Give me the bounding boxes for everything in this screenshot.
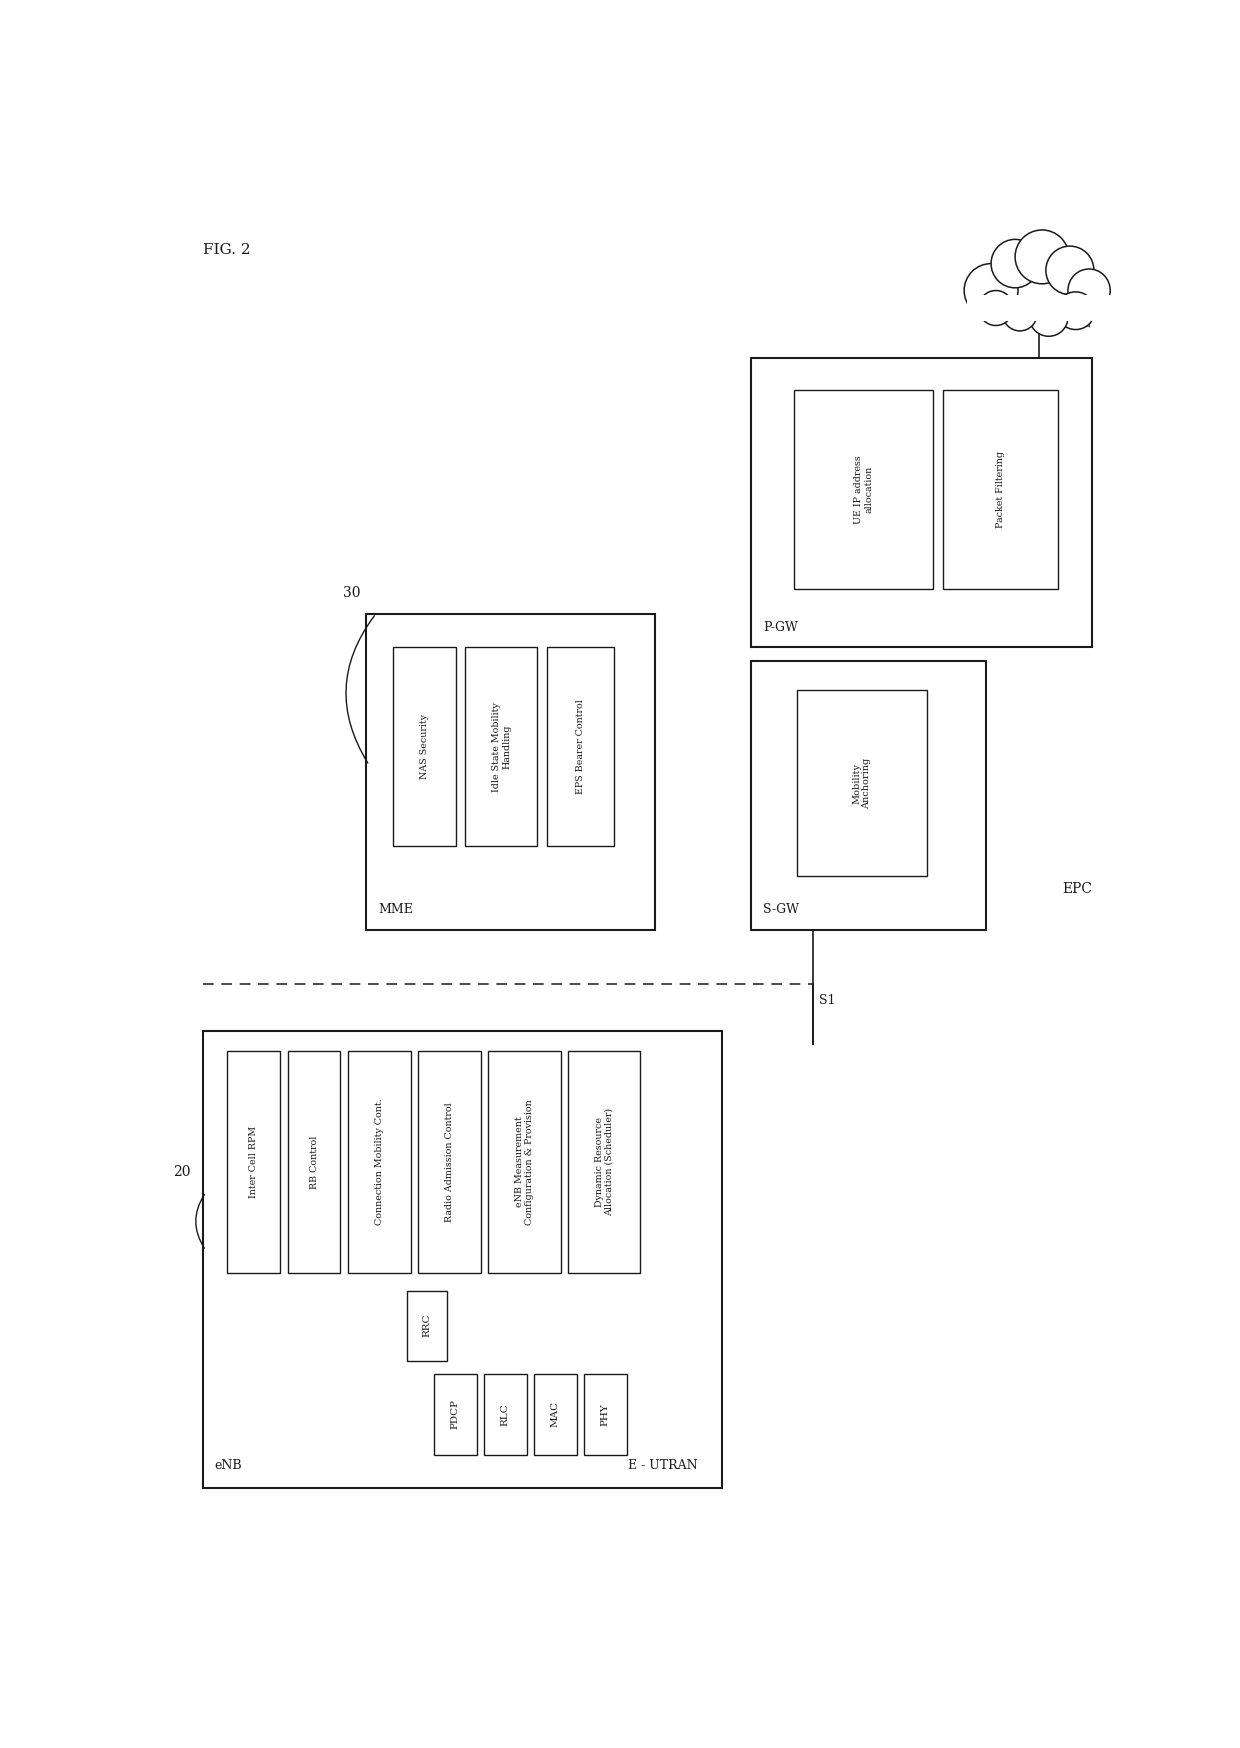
Text: RB Control: RB Control [310, 1136, 319, 1189]
Bar [751, 661, 986, 930]
Text: UE IP address
allocation: UE IP address allocation [854, 454, 873, 524]
Bar [751, 358, 1092, 647]
Text: EPC: EPC [1061, 883, 1092, 897]
Bar [797, 690, 926, 876]
Text: FIG. 2: FIG. 2 [203, 243, 250, 257]
Text: Idle State Mobility
Handling: Idle State Mobility Handling [492, 703, 511, 792]
Bar [393, 647, 456, 846]
Bar [967, 295, 1111, 322]
Bar [465, 647, 537, 846]
Bar [227, 1051, 280, 1273]
Bar [584, 1374, 627, 1454]
Text: NAS Security: NAS Security [420, 715, 429, 780]
Ellipse shape [965, 264, 1018, 318]
Text: P-GW: P-GW [764, 621, 799, 635]
Ellipse shape [1003, 295, 1037, 330]
Text: Radio Admission Control: Radio Admission Control [445, 1103, 454, 1222]
Ellipse shape [991, 239, 1039, 288]
Ellipse shape [1016, 231, 1069, 283]
Ellipse shape [1068, 269, 1110, 313]
Text: 30: 30 [343, 586, 361, 600]
Text: S1: S1 [820, 995, 836, 1007]
Bar [203, 1031, 722, 1489]
Bar [348, 1051, 410, 1273]
Bar [568, 1051, 640, 1273]
Bar [489, 1051, 560, 1273]
Bar [407, 1290, 448, 1360]
Text: Packet Filtering: Packet Filtering [996, 451, 1006, 528]
Text: RRC: RRC [423, 1314, 432, 1337]
Text: S-GW: S-GW [764, 904, 800, 916]
Bar [288, 1051, 341, 1273]
Ellipse shape [1045, 246, 1094, 295]
Text: MME: MME [378, 904, 413, 916]
Ellipse shape [1056, 292, 1095, 330]
Bar [547, 647, 614, 846]
Text: EPS Bearer Control: EPS Bearer Control [577, 699, 585, 794]
Ellipse shape [978, 290, 1013, 325]
Ellipse shape [1029, 299, 1068, 336]
Bar [533, 1374, 577, 1454]
Text: 20: 20 [174, 1166, 191, 1180]
Text: Dynamic Resource
Allocation (Scheduler): Dynamic Resource Allocation (Scheduler) [594, 1108, 614, 1217]
Bar [367, 614, 655, 930]
Bar [942, 390, 1058, 589]
Text: PHY: PHY [600, 1404, 610, 1426]
Bar [794, 390, 934, 589]
Text: Inter Cell RPM: Inter Cell RPM [249, 1126, 258, 1197]
Text: MAC: MAC [551, 1402, 559, 1428]
Text: RLC: RLC [501, 1404, 510, 1426]
Bar [434, 1374, 477, 1454]
Text: eNB Measurement
Configuration & Provision: eNB Measurement Configuration & Provisio… [515, 1099, 534, 1225]
Text: internet: internet [1083, 281, 1092, 327]
Text: PDCP: PDCP [451, 1400, 460, 1430]
Bar [484, 1374, 527, 1454]
Text: Mobility
Anchoring: Mobility Anchoring [852, 757, 872, 809]
Bar [418, 1051, 481, 1273]
Text: Connection Mobility Cont.: Connection Mobility Cont. [374, 1099, 384, 1225]
Text: eNB: eNB [215, 1460, 242, 1472]
Text: E - UTRAN: E - UTRAN [629, 1460, 698, 1472]
